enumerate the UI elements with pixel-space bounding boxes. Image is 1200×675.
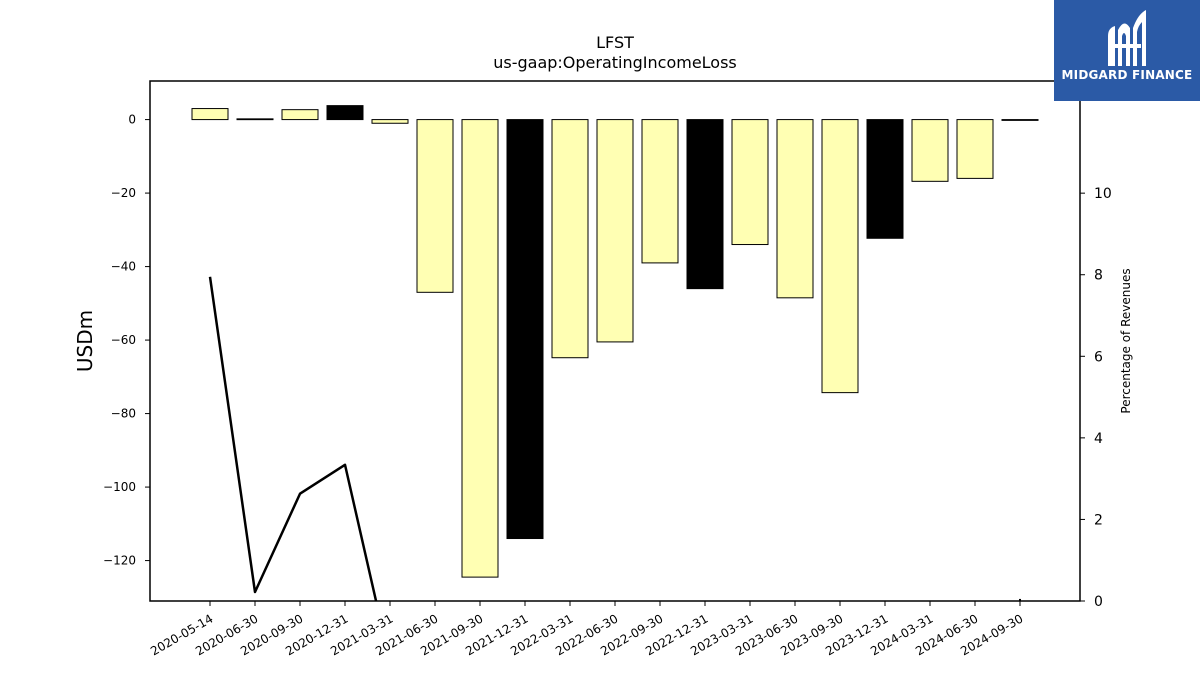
bar-2023-03-31: [731, 119, 769, 246]
midgard-finance-logo: MIDGARD FINANCE: [1054, 0, 1200, 101]
bar-2024-09-30: [1001, 119, 1039, 121]
y-tick-label: −100: [103, 480, 136, 494]
bar-2022-12-31: [686, 119, 724, 290]
bar-2023-12-31: [866, 119, 904, 239]
revenue-pct-line: [208, 276, 378, 601]
y-tick-label: −120: [103, 554, 136, 568]
bar-2021-06-30: [416, 119, 454, 293]
bar-2023-09-30: [821, 119, 859, 394]
bar-2020-06-30: [236, 118, 274, 121]
bar-2023-06-30: [776, 119, 814, 299]
y-tick-label: 0: [128, 113, 136, 127]
bar-2024-03-31: [911, 119, 949, 182]
logo-text: MIDGARD FINANCE: [1061, 68, 1193, 82]
y2-tick-label: 0: [1094, 594, 1103, 610]
y2-tick-label: 6: [1094, 349, 1103, 365]
bar-2021-12-31: [506, 119, 544, 540]
bar-2022-09-30: [641, 119, 679, 264]
y2-tick-label: 8: [1094, 268, 1103, 284]
y2-tick-label: 10: [1094, 186, 1112, 202]
bar-2022-03-31: [551, 119, 589, 359]
bar-2020-12-31: [326, 105, 364, 121]
y2-axis-label: Percentage of Revenues: [1119, 268, 1133, 413]
chart-subtitle: us-gaap:OperatingIncomeLoss: [493, 53, 737, 72]
y-tick-label: −60: [111, 333, 136, 347]
y-axis-label: USDm: [73, 310, 97, 372]
midgard-logo-icon: [1108, 10, 1146, 66]
y-tick-label: −40: [111, 260, 136, 274]
y-tick-label: −80: [111, 407, 136, 421]
bar-2022-06-30: [596, 119, 634, 343]
bar-2021-03-31: [371, 119, 409, 124]
bar-2020-09-30: [281, 109, 319, 121]
bar-2024-06-30: [956, 119, 994, 179]
bar-2021-09-30: [461, 119, 499, 578]
y2-tick-label: 2: [1094, 512, 1103, 528]
chart-title: LFST: [596, 33, 634, 52]
bar-2020-05-14: [191, 108, 229, 121]
y-tick-label: −20: [111, 186, 136, 200]
y2-tick-label: 4: [1094, 431, 1103, 447]
